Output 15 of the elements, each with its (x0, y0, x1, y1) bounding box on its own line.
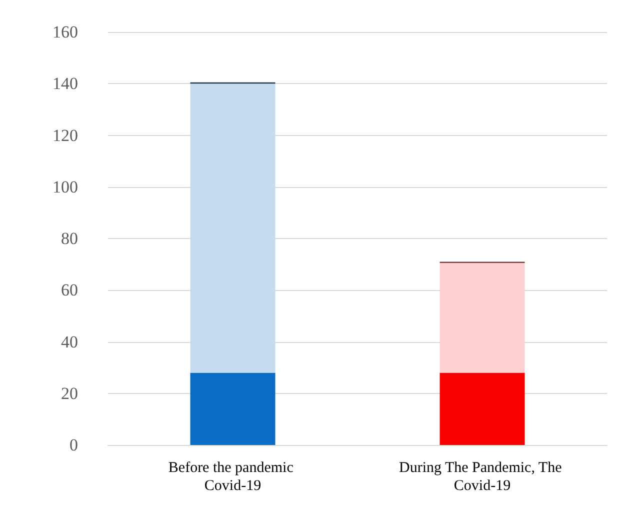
y-tick-label: 0 (70, 436, 78, 454)
y-tick-label: 40 (61, 332, 78, 352)
y-tick-label: 80 (61, 229, 78, 248)
y-tick-label: 160 (52, 22, 78, 42)
y-tick-label: 140 (52, 74, 78, 94)
x-tick-label: During The Pandemic, The Covid-19 (399, 460, 566, 494)
y-tick-label: 60 (61, 280, 78, 300)
y-tick-label: 120 (52, 126, 78, 145)
bar (440, 263, 525, 373)
y-tick-label: 20 (61, 384, 78, 403)
x-tick-label: Before the pandemic Covid-19 (168, 460, 298, 494)
y-tick-label: 100 (52, 177, 78, 196)
bar (190, 372, 276, 445)
bar (190, 84, 276, 373)
bar (440, 372, 525, 445)
